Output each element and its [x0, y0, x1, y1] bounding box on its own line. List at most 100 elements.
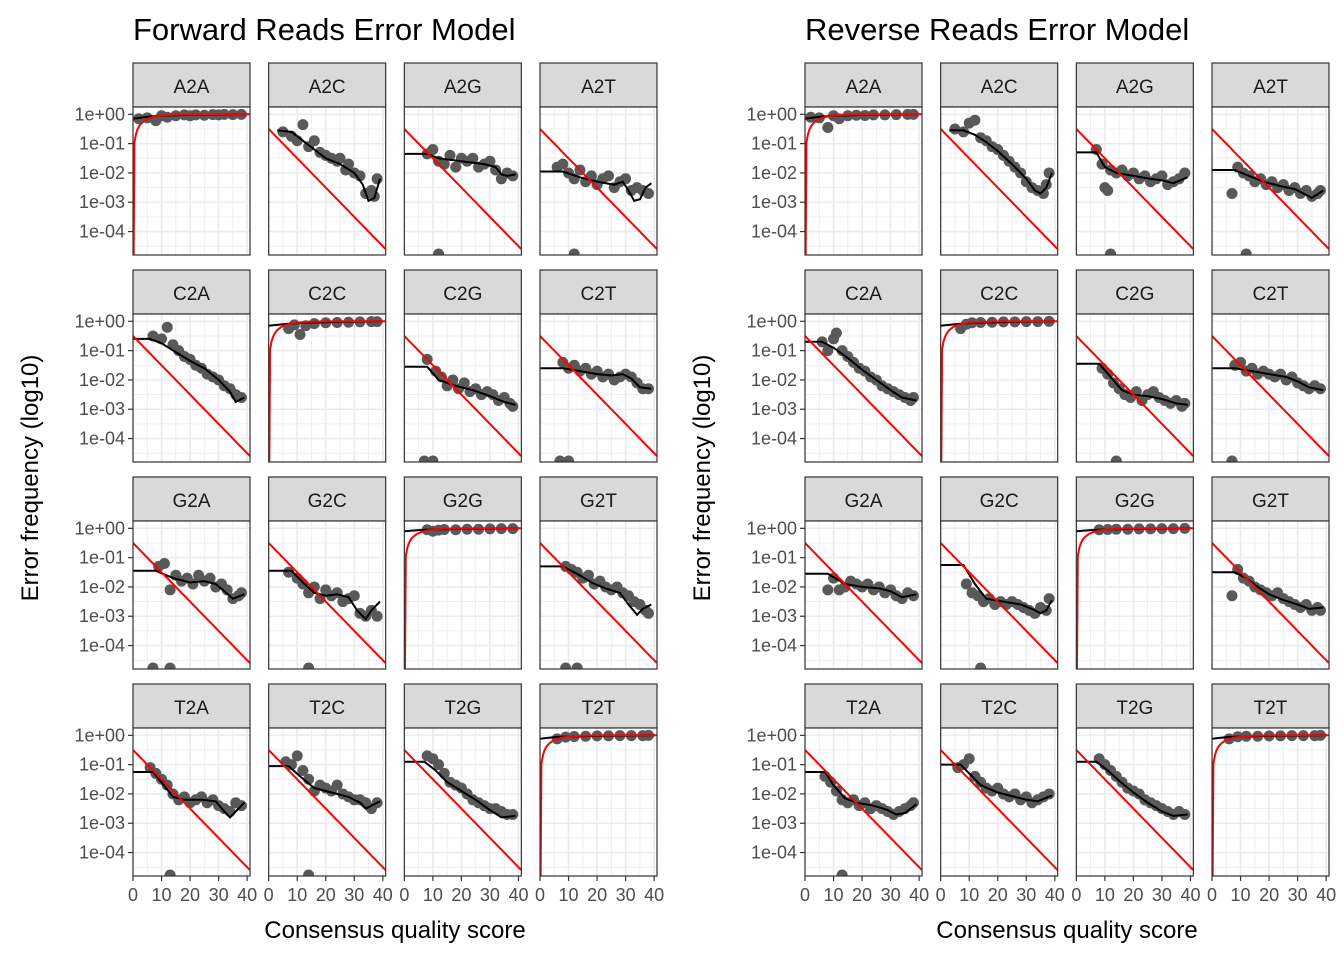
data-point — [1110, 455, 1122, 462]
panel-plot — [404, 523, 522, 669]
data-point — [164, 584, 176, 596]
y-tick-label: 1e+00 — [74, 104, 125, 124]
nominal-error-line — [1212, 734, 1329, 876]
panel-plot — [805, 749, 922, 876]
facet-strip — [1075, 683, 1194, 729]
x-tick-label: 30 — [344, 885, 364, 905]
panel-plot — [1212, 335, 1330, 462]
data-point — [907, 392, 919, 404]
chart-title: Reverse Reads Error Model — [805, 12, 1189, 47]
x-tick-label: 20 — [180, 885, 200, 905]
y-tick-label: 1e-04 — [79, 429, 125, 449]
panel-g2g: G2G — [1075, 476, 1194, 670]
nominal-error-line — [133, 335, 250, 457]
nominal-error-line — [133, 749, 250, 871]
panel-t2t: T2T 0 10 20 30 40 — [1207, 683, 1336, 905]
panel-border — [403, 727, 522, 877]
facet-label: T2C — [981, 698, 1017, 719]
nominal-error-line — [268, 749, 386, 871]
facet-label: G2A — [172, 491, 210, 512]
x-tick-label: 10 — [824, 885, 844, 905]
y-tick-label: 1e-04 — [79, 636, 125, 656]
y-tick-label: 1e-03 — [79, 813, 125, 833]
x-tick-label: 30 — [480, 885, 500, 905]
data-point — [371, 173, 383, 185]
panel-border — [539, 106, 658, 256]
x-tick-label: 40 — [237, 885, 257, 905]
facet-strip — [940, 269, 1059, 315]
panel-t2c: T2C 0 10 20 30 40 — [936, 683, 1065, 905]
nominal-error-line — [1076, 335, 1194, 457]
y-axis-label: Error frequency (log10) — [17, 355, 44, 602]
data-point — [371, 610, 383, 622]
facet-strip — [132, 683, 251, 729]
panel-plot — [940, 114, 1058, 250]
panel-background — [404, 521, 522, 669]
x-tick-label: 40 — [644, 885, 664, 905]
panel-plot — [540, 335, 658, 462]
data-point — [308, 135, 320, 147]
y-tick-label: 1e-04 — [79, 222, 125, 242]
x-tick-label: 0 — [800, 885, 810, 905]
panel-c2g: C2G — [1075, 269, 1194, 463]
panel-c2t: C2T — [539, 269, 658, 463]
facet-label: T2A — [846, 698, 881, 719]
facet-label: C2A — [173, 284, 210, 305]
y-tick-label: 1e-04 — [751, 222, 797, 242]
y-tick-label: 1e-01 — [751, 341, 797, 361]
y-tick-label: 1e+00 — [746, 725, 797, 745]
fit-line — [133, 771, 246, 819]
panel-border — [1211, 727, 1330, 877]
data-point — [444, 149, 456, 161]
x-tick-label: 40 — [1045, 885, 1065, 905]
grid-lines — [1076, 728, 1194, 876]
facet-label: A2C — [309, 77, 346, 98]
panel-g2c: G2C — [268, 476, 387, 670]
panel-border — [1211, 520, 1330, 670]
panel-plot — [940, 315, 1058, 462]
x-tick-label: 30 — [1152, 885, 1172, 905]
x-axis-label: Consensus quality score — [264, 917, 525, 944]
panel-plot — [268, 119, 386, 250]
panel-plot — [133, 108, 250, 255]
facet-strip — [403, 62, 522, 108]
x-tick-label: 20 — [988, 885, 1008, 905]
facet-label: C2T — [581, 284, 617, 305]
data-point — [1226, 590, 1238, 602]
facet-label: G2G — [1115, 491, 1155, 512]
y-tick-label: 1e-04 — [751, 429, 797, 449]
fit-line — [805, 340, 917, 402]
data-point — [822, 345, 834, 357]
y-tick-label: 1e-02 — [751, 577, 797, 597]
panel-plot — [805, 327, 922, 457]
x-tick-label: 0 — [1071, 885, 1081, 905]
data-point — [642, 187, 654, 199]
data-point — [507, 808, 519, 820]
y-tick-label: 1e+00 — [74, 725, 125, 745]
fit-line — [277, 129, 381, 203]
data-point — [334, 152, 346, 164]
facet-strip — [132, 476, 251, 522]
panel-plot — [540, 729, 657, 876]
data-point — [433, 759, 445, 771]
x-tick-label: 10 — [287, 885, 307, 905]
panel-plot — [1076, 749, 1194, 871]
nominal-error-line — [805, 542, 922, 664]
nominal-error-line — [268, 320, 386, 462]
facet-strip — [268, 476, 387, 522]
fit-line — [940, 564, 1053, 615]
data-point — [1240, 248, 1252, 255]
grid-lines — [805, 728, 922, 876]
panel-border — [539, 313, 658, 463]
panel-border — [539, 727, 658, 877]
nominal-error-line — [404, 527, 522, 669]
data-point — [560, 662, 572, 669]
grid-lines — [940, 521, 1058, 669]
fit-line — [805, 572, 917, 599]
facet-label: G2T — [580, 491, 617, 512]
fit-line — [1212, 169, 1324, 200]
panel-border — [268, 520, 387, 670]
x-tick-label: 30 — [1288, 885, 1308, 905]
panel-border — [1075, 106, 1194, 256]
data-point — [642, 607, 654, 619]
